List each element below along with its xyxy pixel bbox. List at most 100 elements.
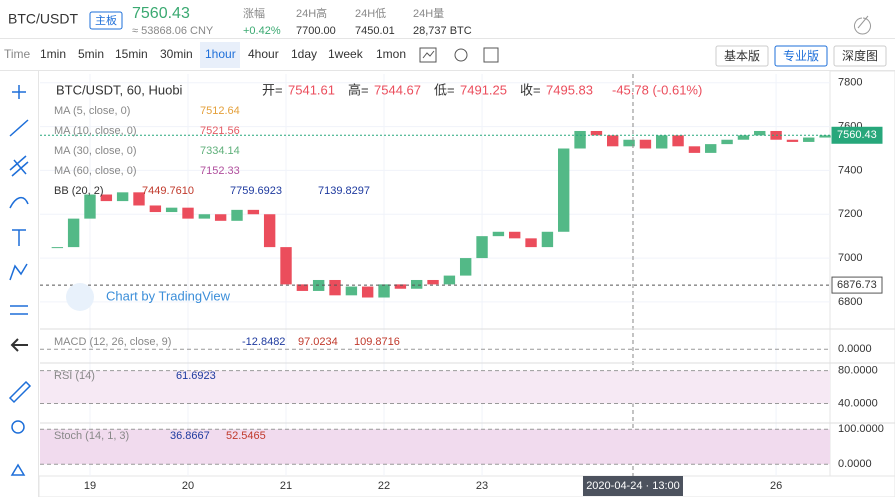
- stat-label: 24H高: [296, 6, 327, 20]
- pane-value: 52.5465: [226, 430, 266, 442]
- interval-button[interactable]: 1hour: [205, 47, 236, 61]
- measure-tool[interactable]: [10, 305, 28, 315]
- candle: [280, 247, 292, 285]
- interval-button[interactable]: 1day: [291, 47, 317, 61]
- candle: [819, 135, 831, 138]
- candle: [149, 205, 162, 213]
- left-toolbar: [8, 85, 32, 476]
- candle: [378, 284, 390, 298]
- indicator-icon[interactable]: [419, 47, 437, 63]
- candle: [427, 279, 439, 285]
- view-button-box[interactable]: [833, 45, 887, 67]
- x-tick-label: 21: [280, 480, 292, 492]
- indicator-name: MA (5, close, 0): [54, 105, 130, 117]
- x-tick-label: 23: [476, 480, 488, 492]
- pane-value: 36.8667: [170, 430, 210, 442]
- watermark: Chart by TradingView: [106, 288, 231, 303]
- candle: [51, 247, 64, 249]
- view-button-box[interactable]: [774, 45, 828, 67]
- fib-tool[interactable]: [9, 155, 29, 177]
- text-tool[interactable]: [12, 229, 26, 246]
- y-tick-label: 0.0000: [838, 458, 872, 470]
- ruler-tool[interactable]: [8, 380, 32, 404]
- stat-value: 7450.01: [355, 25, 395, 37]
- candle: [590, 130, 603, 136]
- candle: [198, 214, 211, 219]
- candle: [67, 218, 80, 248]
- candle: [116, 192, 129, 202]
- candle: [459, 258, 472, 276]
- y-tick-label: 7200: [838, 208, 862, 220]
- candle: [296, 284, 309, 291]
- price-tag: [831, 126, 883, 144]
- indicator-name: BB (20, 2): [54, 185, 104, 197]
- chart-title: BTC/USDT, 60, Huobi: [56, 82, 183, 97]
- pane-band: [40, 429, 830, 465]
- pane-value: -12.8482: [242, 336, 285, 348]
- view-button[interactable]: 基本版: [724, 49, 760, 63]
- ohlc-value: 7495.83: [546, 82, 593, 97]
- candle: [803, 137, 815, 142]
- crosshair-label: 2020-04-24 · 13:00: [586, 480, 680, 492]
- crosshair-tool[interactable]: [12, 85, 26, 99]
- indicator-value: 7759.6923: [230, 185, 282, 197]
- candle: [263, 214, 276, 248]
- indicator-value: 7512.64: [200, 105, 240, 117]
- y-tick-label: 7000: [838, 252, 862, 264]
- ohlc-label: 低=: [434, 82, 455, 97]
- candle: [607, 135, 619, 147]
- cny-price: ≈ 53868.06 CNY: [132, 25, 214, 37]
- stat-value: +0.42%: [243, 25, 281, 37]
- y-tick-label: 7400: [838, 164, 862, 176]
- crosshair-tag: [582, 476, 683, 496]
- y-tick-label: 0.0000: [838, 343, 872, 355]
- ohlc-label: 收=: [520, 82, 541, 97]
- indicator-value: 7139.8297: [318, 185, 370, 197]
- candle: [84, 194, 96, 219]
- interval-button[interactable]: 30min: [160, 47, 193, 61]
- y-tick-label: 40.0000: [838, 397, 878, 409]
- ohlc-value: 7544.67: [374, 82, 421, 97]
- x-tick-label: 19: [84, 480, 96, 492]
- candle: [182, 207, 194, 219]
- x-tick-label: 22: [378, 480, 390, 492]
- view-button[interactable]: 专业版: [783, 48, 819, 63]
- collapse-tool[interactable]: [10, 338, 28, 352]
- candle: [247, 209, 260, 215]
- time-label: Time: [4, 47, 31, 61]
- price-tag: [831, 276, 883, 294]
- magnet-tool[interactable]: [10, 463, 26, 476]
- interval-button[interactable]: 1mon: [376, 47, 406, 61]
- candle: [231, 209, 243, 221]
- interval-button[interactable]: 4hour: [248, 47, 279, 61]
- settings-icon[interactable]: [454, 48, 468, 62]
- y-tick-label: 80.0000: [838, 364, 878, 376]
- y-tick-label: 7800: [838, 77, 862, 89]
- stat-value: 28,737 BTC: [413, 25, 472, 37]
- interval-button[interactable]: 1min: [40, 47, 66, 61]
- brush-tool[interactable]: [9, 196, 29, 209]
- interval-button[interactable]: 5min: [78, 47, 104, 61]
- view-button-box[interactable]: [715, 45, 769, 67]
- candle: [574, 130, 586, 149]
- candle: [737, 135, 750, 140]
- view-button[interactable]: 深度图: [842, 48, 878, 63]
- x-tick-label: 20: [182, 480, 194, 492]
- pattern-tool[interactable]: [9, 263, 28, 281]
- pane-name: MACD (12, 26, close, 9): [54, 336, 171, 348]
- candle: [525, 238, 537, 248]
- stat-label: 涨幅: [243, 7, 265, 20]
- indicator-value: 7334.14: [200, 145, 240, 157]
- candle: [557, 148, 570, 232]
- fullscreen-icon[interactable]: [483, 47, 499, 63]
- zoom-tool[interactable]: [11, 420, 25, 434]
- interval-button[interactable]: 1week: [328, 47, 364, 61]
- trend-line-tool[interactable]: [9, 119, 29, 137]
- theme-icon[interactable]: [854, 15, 871, 35]
- pane-value: 109.8716: [354, 336, 400, 348]
- pane-name: Stoch (14, 1, 3): [54, 430, 129, 442]
- interval-button[interactable]: 15min: [115, 47, 148, 61]
- candle: [688, 146, 701, 153]
- candle: [394, 284, 407, 289]
